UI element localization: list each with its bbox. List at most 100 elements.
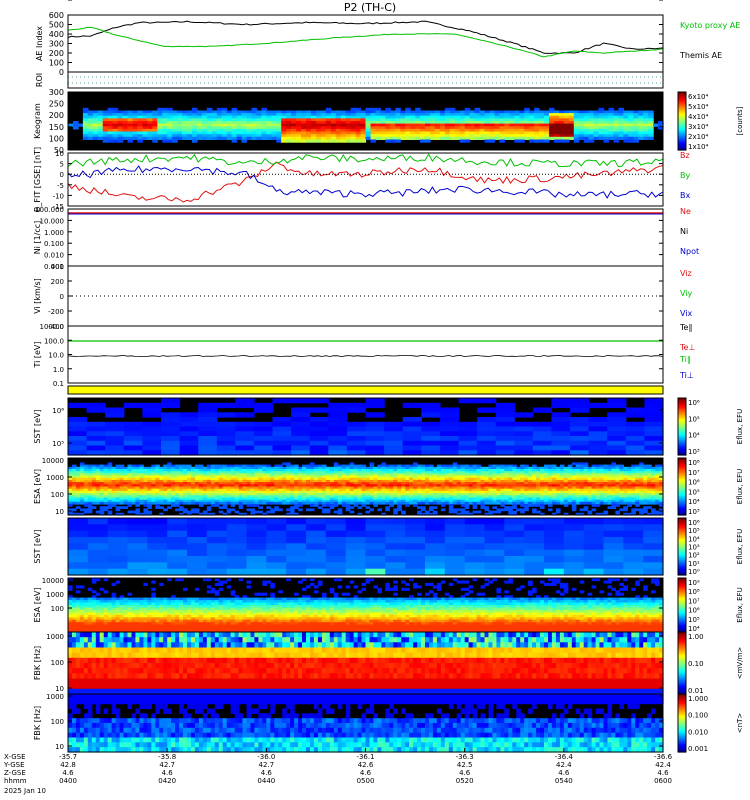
esa-ion-cell: [163, 486, 168, 490]
esa-ion-cell: [421, 490, 426, 494]
keogram-cell: [618, 128, 624, 133]
keogram-cell: [196, 118, 203, 122]
esa-ion-cell: [516, 490, 521, 494]
keogram-cell: [291, 115, 297, 119]
esa-ion-cell: [436, 495, 442, 499]
keogram-cell: [340, 128, 347, 133]
esa-ion-cell: [579, 508, 585, 512]
esa-ion-cell: [349, 486, 355, 490]
esa-ion-colorbar-swatch: [678, 467, 686, 470]
temp-line-tiperp: [67, 354, 664, 358]
esa-ion-cell: [405, 466, 410, 470]
keogram-cell: [152, 136, 158, 140]
esa-ion-cell: [171, 504, 176, 507]
esa-ion-cell: [111, 471, 117, 474]
esa-ion-cell: [448, 473, 454, 477]
sst-ion-colorbar-tick: 10⁵: [688, 415, 700, 423]
keogram-cell: [221, 118, 228, 122]
sst-ion-cell: [198, 431, 218, 437]
esa-ion-cell: [87, 482, 93, 485]
legend-Ne: Ne: [680, 207, 691, 216]
esa-ion-cell: [294, 493, 299, 496]
esa-ion-cell: [341, 464, 347, 468]
esa-ion-cell: [635, 466, 640, 470]
esa-ion-cell: [452, 484, 458, 488]
esa-ion-cell: [524, 495, 529, 499]
sst-ion-cell: [625, 440, 645, 447]
esa-ion-cell: [258, 488, 263, 492]
esa-ion-cell: [198, 486, 204, 490]
keogram-cell: [494, 115, 500, 119]
keogram-cell: [474, 121, 481, 125]
esa-ion-cell: [262, 501, 267, 505]
esa-ion-cell: [226, 488, 232, 492]
keogram-cell: [236, 115, 243, 119]
esa-ion-cell: [68, 488, 73, 492]
keogram-cell: [335, 131, 342, 135]
esa-ion-cell: [488, 497, 494, 501]
keogram-cell: [117, 118, 124, 122]
esa-ion-cell: [218, 471, 224, 474]
esa-ion-cell: [187, 493, 192, 496]
esa-ion-cell: [555, 510, 561, 514]
esa-ion-cell: [310, 484, 315, 488]
keogram-cell: [231, 121, 238, 125]
esa-ion-cell: [99, 506, 105, 509]
esa-ion-cell: [623, 466, 628, 470]
esa-ion-cell: [429, 484, 434, 488]
esa-ion-cell: [619, 488, 624, 492]
esa-ion-cell: [532, 475, 537, 479]
esa-ion-cell: [313, 488, 319, 492]
esa-ion-cell: [619, 466, 624, 470]
esa-ion-cell: [214, 464, 220, 468]
keogram-cell: [365, 128, 372, 133]
keogram-cell: [578, 131, 585, 135]
esa-ion-cell: [385, 506, 390, 509]
keogram-cell: [514, 113, 520, 117]
keogram-cell: [216, 121, 223, 125]
esa-ion-cell: [83, 486, 89, 490]
esa-ion-cell: [448, 488, 454, 492]
esa-ion-cell: [317, 477, 323, 481]
esa-ion-cell: [341, 477, 347, 481]
esa-ion-cell: [651, 508, 656, 512]
esa-ion-cell: [480, 488, 486, 492]
esa-ion-cell: [484, 473, 490, 477]
esa-ion-cell: [163, 464, 168, 468]
esa-ion-cell: [206, 506, 212, 509]
esa-ion-cell: [179, 484, 184, 488]
keogram-cell: [553, 126, 560, 130]
bfield-tick: -5: [57, 182, 64, 190]
esa-ion-cell: [492, 497, 497, 501]
sst-ion-cell: [161, 450, 181, 456]
esa-ion-cell: [377, 484, 382, 488]
keogram-cell: [251, 118, 258, 122]
keogram-cell: [226, 128, 233, 133]
esa-ion-cell: [183, 469, 188, 472]
esa-ion-cell: [417, 510, 422, 514]
esa-ion-cell: [500, 471, 505, 474]
esa-ion-cell: [448, 471, 454, 474]
keogram-cell: [345, 126, 352, 130]
keogram-cell: [514, 123, 520, 127]
esa-ion-cell: [123, 497, 129, 501]
esa-ion-cell: [298, 499, 303, 503]
esa-ion-cell: [575, 486, 581, 490]
keogram-cell: [73, 126, 79, 130]
keogram-cell: [524, 113, 530, 117]
esa-ion-cell: [151, 473, 156, 477]
esa-ion-cell: [290, 508, 295, 512]
esa-ion-cell: [464, 469, 470, 472]
sst-ion-cell: [514, 412, 534, 418]
keogram-cell: [246, 115, 253, 119]
esa-ion-cell: [321, 499, 327, 503]
esa-ion-cell: [258, 475, 263, 479]
esa-ion-cell: [563, 499, 569, 503]
esa-ion-cell: [476, 473, 482, 477]
esa-ion-cell: [214, 484, 220, 488]
sst-ion-cell: [644, 440, 664, 447]
esa-ion-cell: [389, 466, 394, 470]
esa-ion-cell: [520, 466, 525, 470]
keogram-cell: [603, 126, 610, 130]
esa-ion-cell: [555, 471, 561, 474]
